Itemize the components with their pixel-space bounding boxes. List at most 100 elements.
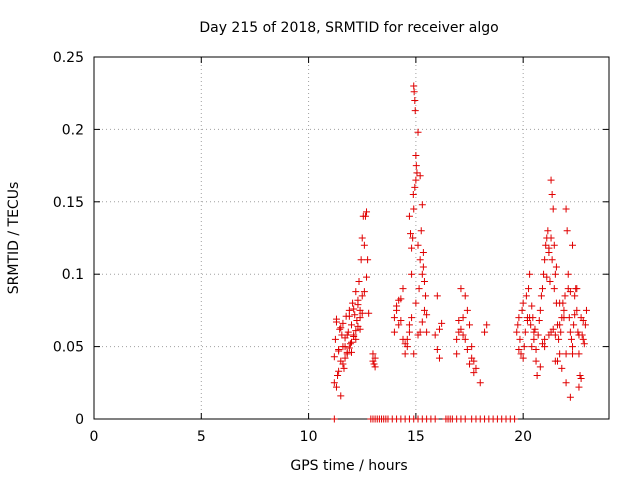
data-point (569, 241, 577, 249)
data-point (356, 314, 364, 322)
data-point (543, 273, 551, 281)
y-tick-label: 0.25 (53, 50, 84, 66)
data-point (580, 340, 588, 348)
y-tick-label: 0 (75, 412, 84, 428)
y-tick-label: 0.15 (53, 195, 84, 211)
data-point (541, 256, 549, 264)
data-point (348, 338, 355, 346)
data-point (412, 162, 420, 170)
data-point (431, 331, 439, 339)
data-point (544, 227, 552, 235)
data-point (357, 256, 365, 264)
data-point (419, 248, 427, 256)
data-point (563, 227, 571, 235)
data-point (408, 314, 416, 322)
data-point (330, 379, 338, 387)
data-point (525, 285, 533, 293)
data-point (548, 256, 556, 264)
data-point (547, 328, 555, 336)
data-point (472, 364, 480, 372)
data-point (549, 205, 557, 213)
data-point (545, 244, 553, 252)
data-point (562, 379, 570, 387)
x-tick-label: 15 (407, 429, 425, 445)
data-point (360, 288, 368, 296)
data-point (516, 335, 524, 343)
data-point (422, 292, 430, 300)
data-point (364, 256, 372, 264)
data-point (363, 273, 371, 281)
data-point (457, 285, 465, 293)
data-point (354, 301, 362, 309)
data-point (556, 299, 564, 307)
data-point (526, 270, 534, 278)
data-point (358, 309, 366, 317)
data-point (350, 305, 358, 313)
data-point (455, 317, 463, 325)
data-point (534, 331, 542, 339)
data-point (453, 335, 461, 343)
x-tick-label: 5 (197, 429, 206, 445)
y-tick-label: 0.2 (62, 122, 84, 138)
data-point (513, 328, 521, 336)
data-point (363, 208, 371, 216)
data-point (409, 191, 417, 199)
data-point (560, 306, 568, 314)
data-point (343, 331, 351, 339)
data-point (349, 299, 357, 307)
data-point (514, 321, 522, 329)
data-point (532, 357, 540, 365)
data-point (483, 321, 491, 329)
data-point (538, 285, 546, 293)
data-point (520, 343, 528, 351)
data-point (414, 241, 422, 249)
data-point (476, 379, 484, 387)
data-point (550, 241, 558, 249)
data-point (577, 374, 585, 382)
data-point (551, 331, 559, 339)
data-point (461, 292, 469, 300)
data-point (457, 325, 465, 333)
data-point (416, 172, 424, 180)
data-point (352, 327, 360, 335)
data-point (345, 312, 353, 320)
data-point (459, 331, 467, 339)
data-point (346, 340, 354, 348)
data-point (519, 299, 527, 307)
data-point (348, 348, 355, 356)
data-point (334, 372, 342, 380)
data-point (538, 340, 546, 348)
data-point (556, 350, 564, 358)
data-point (579, 317, 587, 325)
data-point (463, 345, 471, 353)
data-point (562, 350, 570, 358)
data-point (418, 270, 426, 278)
data-point (401, 350, 409, 358)
data-point (571, 311, 579, 319)
data-point (540, 270, 548, 278)
data-point (579, 335, 587, 343)
data-point (575, 350, 583, 358)
data-point (470, 369, 478, 377)
data-point (371, 363, 379, 371)
data-point (393, 302, 401, 310)
data-point (461, 335, 469, 343)
data-point (573, 306, 581, 314)
data-point (459, 314, 467, 322)
data-point (397, 317, 405, 325)
data-point (337, 392, 345, 400)
data-point (536, 363, 544, 371)
data-point (405, 321, 413, 329)
data-point (414, 331, 422, 339)
data-point (575, 331, 583, 339)
data-point (555, 335, 563, 343)
data-point (340, 364, 348, 372)
data-point (352, 288, 360, 296)
data-point (339, 343, 347, 351)
data-point (418, 318, 426, 326)
data-point (567, 335, 575, 343)
data-point (407, 230, 415, 238)
data-point (537, 292, 545, 300)
x-tick-label: 20 (514, 429, 532, 445)
data-point (331, 335, 339, 343)
